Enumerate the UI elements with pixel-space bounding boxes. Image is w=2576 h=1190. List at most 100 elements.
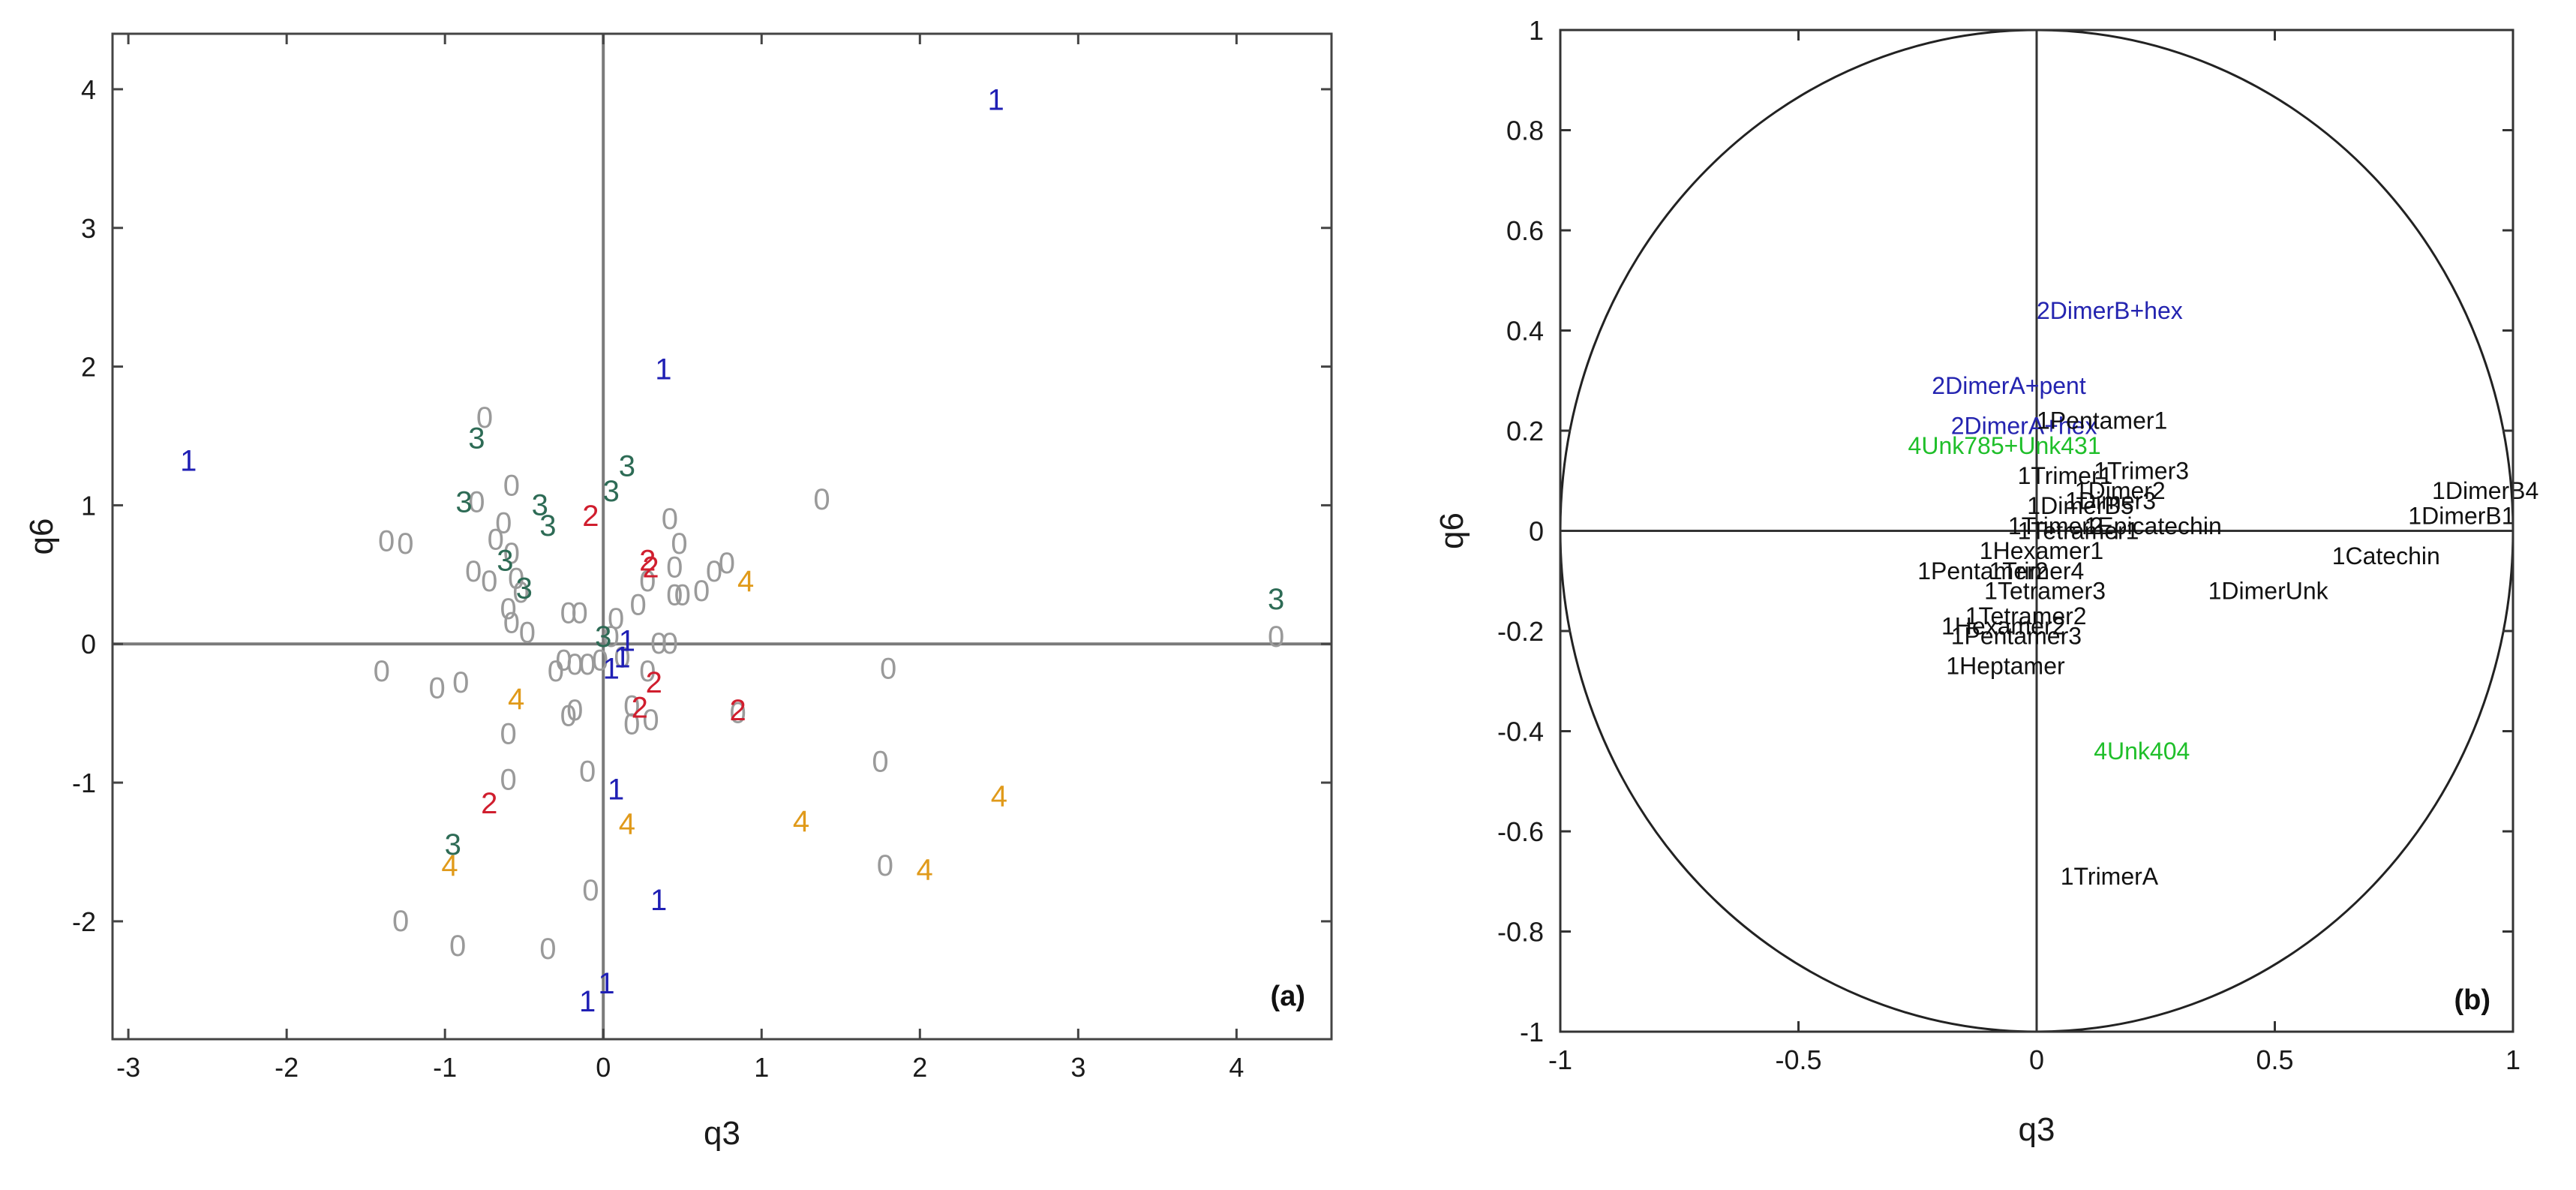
- y-tick-label: 0.2: [1506, 416, 1544, 446]
- point-group-0: 0: [608, 603, 624, 636]
- variable-label: 1DimerB5: [2027, 492, 2133, 519]
- x-tick-label: 2: [912, 1052, 927, 1083]
- variable-label: 1Trimer2: [2008, 512, 2103, 539]
- point-group-4: 4: [619, 808, 635, 841]
- plot-frame: [111, 32, 1333, 1041]
- loading-plot-b-canvas: 2DimerB+hex2DimerA+pent2DimerA+hex1Penta…: [1434, 15, 2538, 1148]
- variable-label: 1Hexamer2: [1941, 612, 2065, 639]
- y-tick-label: 0.4: [1506, 316, 1544, 347]
- variable-label: 1Tetramer3: [1984, 578, 2106, 605]
- point-group-0: 0: [500, 763, 516, 796]
- point-group-0: 0: [500, 593, 516, 626]
- y-tick-label: 0: [81, 629, 96, 660]
- point-group-2: 2: [639, 544, 656, 577]
- point-group-1: 1: [180, 444, 197, 477]
- point-group-1: 1: [598, 967, 614, 1000]
- point-group-3: 3: [539, 509, 556, 542]
- y-tick-label: 0.8: [1506, 116, 1544, 146]
- variable-label: 1Pentamer2: [1917, 557, 2048, 584]
- point-group-0: 0: [614, 642, 630, 675]
- point-group-0: 0: [693, 575, 710, 608]
- variable-label: 1Tetramer1: [2018, 518, 2139, 545]
- y-tick-label: 1: [1529, 15, 1544, 46]
- point-group-2: 2: [632, 691, 648, 724]
- y-tick-label: -0.2: [1497, 616, 1544, 647]
- point-group-1: 1: [655, 353, 671, 386]
- point-group-0: 0: [503, 537, 520, 570]
- x-tick-label: 3: [1070, 1052, 1085, 1083]
- point-group-0: 0: [452, 666, 469, 699]
- variable-label: 1Dimer3: [2065, 487, 2156, 514]
- x-tick-label: 0: [2029, 1044, 2044, 1075]
- variable-label: 2DimerA+pent: [1932, 372, 2086, 399]
- point-group-2: 2: [646, 666, 662, 699]
- point-group-1: 1: [579, 985, 596, 1018]
- variable-label: 1Pentamer3: [1951, 623, 2082, 650]
- variable-label: 1Trimer4: [1989, 557, 2085, 584]
- point-group-0: 0: [642, 704, 659, 737]
- point-group-0: 0: [449, 930, 466, 963]
- point-group-0: 0: [623, 690, 640, 723]
- point-group-3: 3: [445, 828, 461, 861]
- variable-label: 2DimerA+hex: [1951, 412, 2097, 439]
- x-tick-label: -0.5: [1775, 1044, 1821, 1075]
- point-group-0: 0: [666, 551, 683, 584]
- point-group-0: 0: [392, 905, 409, 938]
- loading-plot-b: 2DimerB+hex 2DimerA+pent 2DimerA+hex 1Penta…: [1410, 0, 2576, 1186]
- point-group-0: 0: [397, 527, 413, 560]
- point-group-0: 0: [729, 697, 746, 730]
- variable-label: 1Trimer1: [2018, 462, 2113, 489]
- y-tick-label: 3: [81, 213, 96, 244]
- point-group-0: 0: [1268, 621, 1284, 654]
- point-group-0: 0: [476, 401, 493, 434]
- point-group-0: 0: [579, 755, 596, 788]
- x-axis-label: q3: [2019, 1111, 2055, 1148]
- point-group-0: 0: [468, 486, 485, 519]
- x-tick-label: 0: [596, 1052, 611, 1083]
- point-group-0: 0: [630, 588, 647, 621]
- panel-tag-a: (a): [1271, 981, 1305, 1012]
- point-group-0: 0: [592, 644, 608, 677]
- point-group-0: 0: [481, 565, 497, 598]
- point-group-0: 0: [566, 648, 583, 681]
- point-group-0: 0: [488, 524, 504, 557]
- point-group-0: 0: [877, 849, 893, 882]
- point-group-0: 0: [650, 627, 667, 660]
- y-tick-label: 0: [1529, 516, 1544, 547]
- point-group-4: 4: [441, 849, 458, 882]
- point-group-3: 3: [603, 475, 620, 508]
- point-group-0: 0: [519, 616, 536, 649]
- variable-label: 1Tetramer2: [1965, 603, 2087, 630]
- point-group-1: 1: [603, 653, 620, 686]
- point-group-1: 1: [987, 84, 1004, 117]
- point-group-0: 0: [465, 555, 482, 588]
- point-group-4: 4: [737, 565, 754, 598]
- point-group-0: 0: [374, 655, 390, 688]
- point-group-0: 0: [582, 874, 599, 907]
- y-tick-label: 1: [81, 490, 96, 521]
- point-group-3: 3: [468, 422, 485, 455]
- point-group-1: 1: [650, 884, 667, 917]
- variable-label: 1Pentamer1: [2037, 407, 2167, 434]
- y-tick-label: -2: [72, 906, 96, 937]
- y-tick-label: -1: [1520, 1017, 1544, 1047]
- variable-label: 1Epicatechin: [2085, 512, 2222, 539]
- point-group-0: 0: [603, 621, 620, 654]
- point-group-0: 0: [813, 483, 830, 516]
- y-axis-label: q6: [1434, 512, 1470, 549]
- point-group-3: 3: [619, 450, 635, 483]
- point-group-4: 4: [793, 805, 809, 838]
- point-group-3: 3: [516, 572, 533, 605]
- point-group-0: 0: [503, 470, 520, 503]
- point-group-2: 2: [729, 694, 746, 727]
- point-group-0: 0: [880, 653, 896, 686]
- point-group-3: 3: [1268, 583, 1284, 616]
- y-tick-label: -0.6: [1497, 816, 1544, 847]
- point-group-0: 0: [500, 717, 516, 750]
- point-group-0: 0: [378, 524, 395, 557]
- point-group-3: 3: [595, 621, 611, 654]
- variable-label: 1Dimer2: [2075, 477, 2166, 504]
- x-tick-label: -2: [275, 1052, 299, 1083]
- point-group-0: 0: [706, 555, 722, 588]
